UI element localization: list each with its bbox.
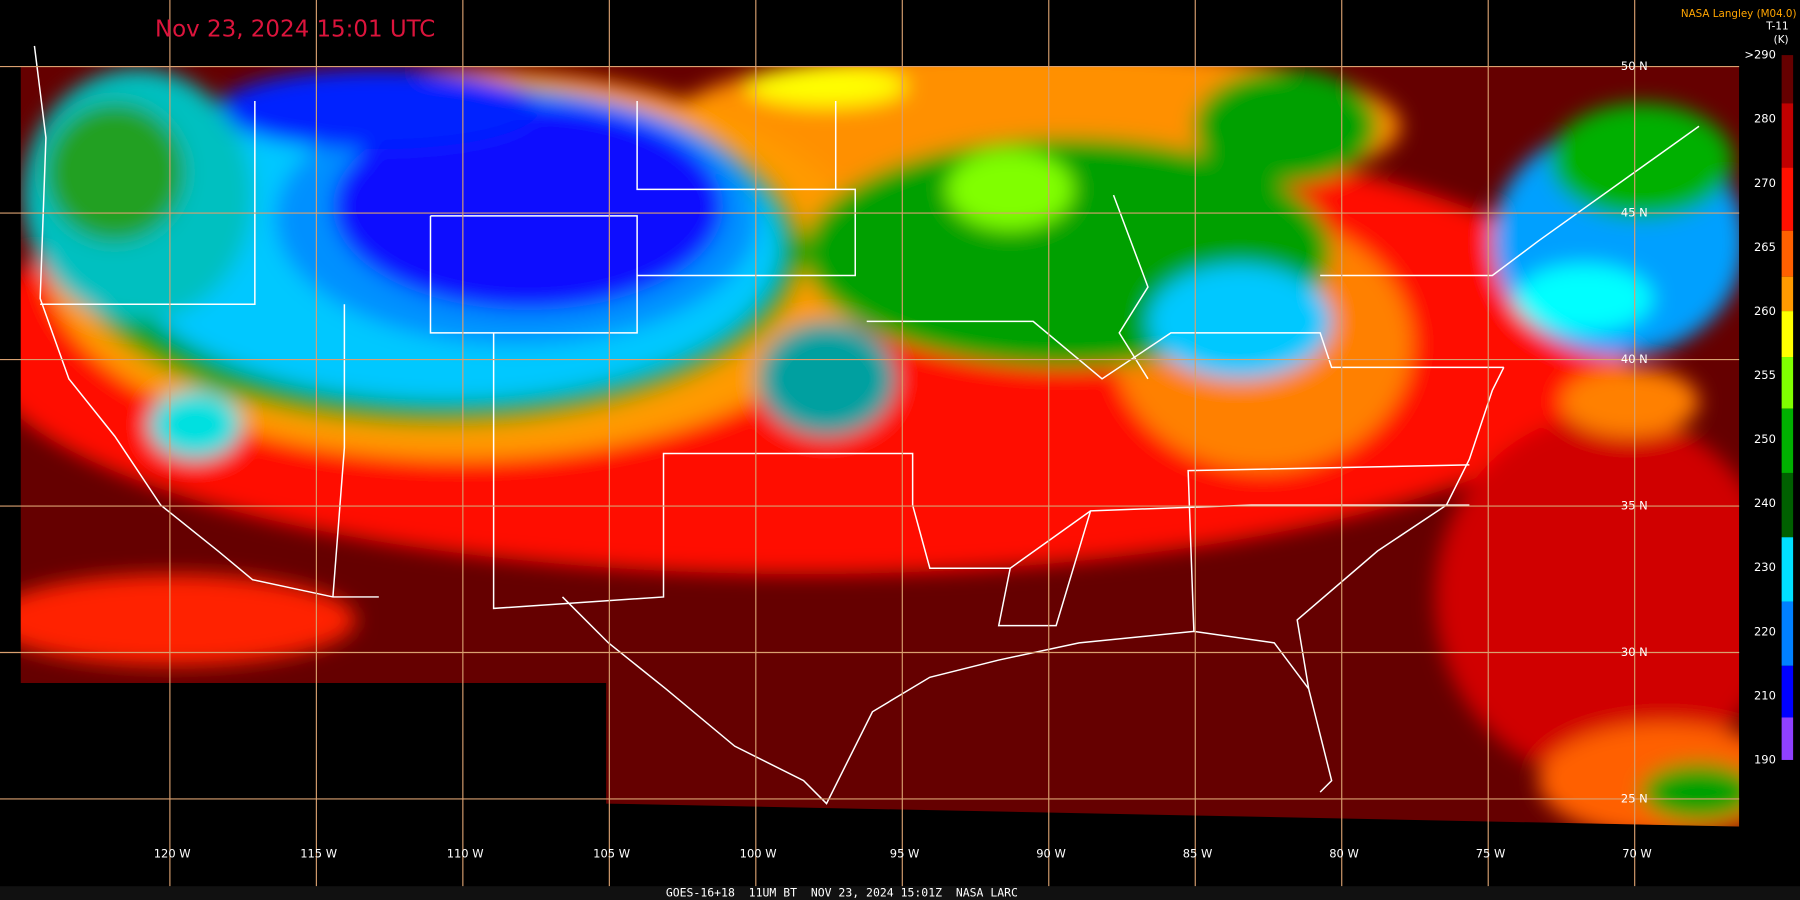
colorbar-swatch — [1781, 311, 1794, 358]
colorbar-swatch — [1781, 601, 1794, 666]
state-borders — [33, 45, 1700, 805]
colorbar-swatch — [1781, 665, 1794, 718]
source-label: NASA Langley (M04.0) — [1681, 8, 1797, 20]
colorbar-swatch — [1781, 472, 1794, 538]
latitude-label: 35 N — [1621, 499, 1648, 513]
graticule — [0, 0, 1740, 887]
colorbar-swatch — [1781, 357, 1794, 409]
longitude-label: 75 W — [1476, 847, 1506, 861]
longitude-label: 70 W — [1622, 847, 1652, 861]
colorbar-label: 240 — [1754, 496, 1776, 510]
colorbar-swatch — [1781, 717, 1794, 760]
colorbar-label: 190 — [1754, 752, 1776, 766]
colorbar-swatch — [1781, 276, 1794, 312]
colorbar-unit: (K) — [1774, 34, 1789, 46]
colorbar-swatch — [1781, 537, 1794, 602]
longitude-label: 105 W — [593, 847, 630, 861]
latitude-label: 30 N — [1621, 645, 1648, 659]
colorbar-label: 255 — [1754, 368, 1776, 382]
colorbar-swatch — [1781, 103, 1794, 168]
longitude-label: 120 W — [154, 847, 191, 861]
colorbar-label: 260 — [1754, 304, 1776, 318]
longitude-label: 95 W — [890, 847, 920, 861]
colorbar-swatch — [1781, 230, 1794, 277]
longitude-label: 115 W — [300, 847, 337, 861]
longitude-label: 90 W — [1036, 847, 1066, 861]
footer-bar — [0, 886, 1800, 900]
colorbar-label: >290 — [1744, 48, 1775, 62]
longitude-label: 85 W — [1183, 847, 1213, 861]
latitude-label: 25 N — [1621, 791, 1648, 805]
latitude-label: 40 N — [1621, 352, 1648, 366]
colorbar-swatch — [1781, 167, 1794, 231]
longitude-label: 110 W — [447, 847, 484, 861]
colorbar-label: 220 — [1754, 624, 1776, 638]
latitude-label: 45 N — [1621, 206, 1648, 220]
longitude-label: 80 W — [1329, 847, 1359, 861]
footer-caption: GOES-16+18 11UM BT NOV 23, 2024 15:01Z N… — [666, 886, 1018, 900]
colorbar-label: 250 — [1754, 432, 1776, 446]
longitude-label: 100 W — [740, 847, 777, 861]
colorbar-label: 280 — [1754, 112, 1776, 126]
colorbar-swatch — [1781, 408, 1794, 473]
colorbar — [1781, 55, 1794, 760]
timestamp-title: Nov 23, 2024 15:01 UTC — [155, 16, 435, 42]
colorbar-label: 230 — [1754, 560, 1776, 574]
colorbar-label: 210 — [1754, 688, 1776, 702]
colorbar-title: T-11 — [1765, 20, 1788, 32]
latitude-label: 50 N — [1621, 59, 1648, 73]
colorbar-label: 270 — [1754, 176, 1776, 190]
colorbar-swatch — [1781, 55, 1794, 104]
colorbar-label: 265 — [1754, 240, 1776, 254]
